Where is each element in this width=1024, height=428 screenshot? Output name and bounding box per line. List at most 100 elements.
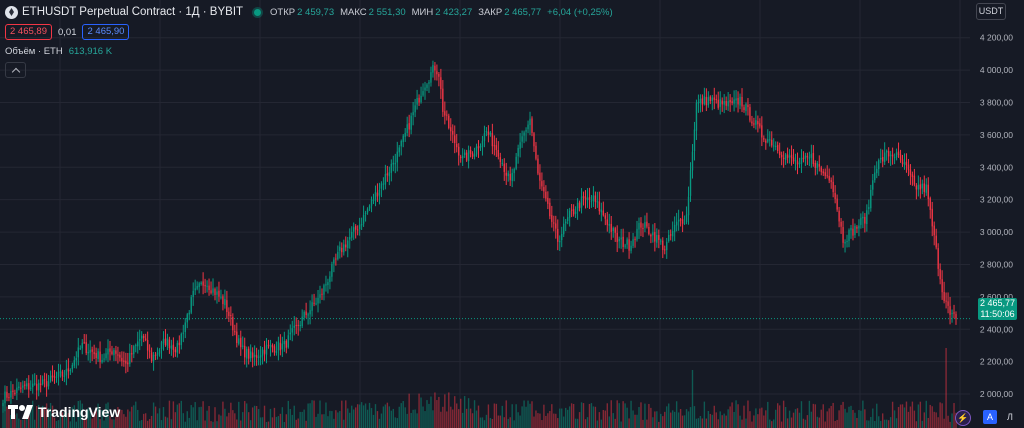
candle-body <box>10 390 12 398</box>
volume-bar <box>146 420 149 428</box>
candle-body <box>378 189 381 196</box>
volume-bar <box>105 403 107 428</box>
candle-body <box>683 222 686 224</box>
buy-price-button[interactable]: 2 465,90 <box>82 24 130 40</box>
volume-bar <box>836 419 838 428</box>
volume-bar <box>37 404 40 428</box>
candle-body <box>228 311 230 317</box>
volume-bar <box>287 400 289 428</box>
volume-bar <box>244 401 246 428</box>
flash-icon[interactable]: ⚡ <box>955 410 971 426</box>
volume-bar <box>51 405 54 428</box>
price-tick-label: 3 600,00 <box>980 130 1013 140</box>
volume-bar <box>818 417 820 428</box>
volume-bar <box>559 408 561 428</box>
volume-bar <box>301 411 303 428</box>
volume-bar <box>285 414 288 428</box>
volume-bar <box>509 417 511 428</box>
candle-body <box>293 325 295 328</box>
volume-bar <box>580 402 583 428</box>
volume-bar <box>190 405 192 428</box>
candle-body <box>247 348 250 359</box>
candle-body <box>725 100 727 106</box>
sell-price-button[interactable]: 2 465,89 <box>5 24 52 40</box>
volume-bar <box>378 418 381 428</box>
log-scale-button[interactable]: Л <box>1007 412 1013 422</box>
candle-body <box>61 371 64 377</box>
volume-bar <box>55 420 58 428</box>
volume-bar <box>349 412 351 428</box>
volume-bar <box>305 420 307 428</box>
volume-bar <box>481 417 484 428</box>
candle-body <box>79 348 81 350</box>
candle-body <box>903 162 906 165</box>
candle-body <box>410 115 412 130</box>
tradingview-logo[interactable]: TradingView <box>8 404 120 420</box>
candle-body <box>75 358 78 361</box>
volume-bar <box>16 413 18 428</box>
volume-bar <box>790 417 793 428</box>
volume-bar <box>868 420 870 428</box>
volume-bar <box>784 406 787 428</box>
volume-bar <box>384 404 387 428</box>
candle-body <box>759 123 761 127</box>
candle-body <box>436 71 438 75</box>
auto-scale-button[interactable]: A <box>983 410 997 424</box>
candle-body <box>705 97 708 106</box>
volume-bar <box>79 400 81 428</box>
ohlc-close-label: ЗАКР <box>478 6 503 18</box>
candle-body <box>660 240 662 242</box>
volume-bar <box>467 398 470 428</box>
candle-body <box>905 161 908 166</box>
candle-body <box>505 172 507 176</box>
candle-body <box>269 345 272 347</box>
volume-bar <box>866 420 868 428</box>
volume-bar <box>864 409 866 428</box>
candle-body <box>828 175 830 181</box>
price-tick-label: 3 200,00 <box>980 195 1013 205</box>
candle-body <box>650 234 652 237</box>
candle-body <box>727 101 729 107</box>
currency-selector[interactable]: USDT <box>976 3 1006 20</box>
candle-body <box>551 215 553 222</box>
volume-bar <box>206 410 208 428</box>
volume-bar <box>802 418 805 428</box>
candle-body <box>773 145 775 147</box>
collapse-legend-button[interactable] <box>5 62 26 78</box>
symbol-title[interactable]: ETHUSDT Perpetual Contract · 1Д · BYBIT <box>22 6 244 18</box>
volume-bar <box>267 421 270 428</box>
candle-body <box>178 342 181 346</box>
candle-body <box>259 355 262 358</box>
candle-body <box>592 195 595 201</box>
volume-bar <box>53 417 56 428</box>
volume-bar <box>598 412 601 428</box>
volume-bar <box>497 415 500 428</box>
candle-body <box>196 286 198 289</box>
volume-bar <box>174 412 177 428</box>
candle-body <box>81 342 83 349</box>
volume-legend[interactable]: Объём · ETH 613,916 K <box>5 46 112 57</box>
volume-bar <box>232 410 234 428</box>
candle-body <box>341 247 343 253</box>
candle-body <box>610 223 612 232</box>
volume-bar <box>402 401 404 428</box>
candle-body <box>953 312 955 314</box>
candle-body <box>707 97 710 106</box>
volume-bar <box>99 419 101 428</box>
candle-body <box>733 99 735 104</box>
volume-bar <box>382 406 385 428</box>
volume-bar <box>616 400 618 428</box>
volume-bar <box>523 400 525 428</box>
volume-bar <box>111 419 113 428</box>
candle-body <box>485 131 488 133</box>
volume-bar <box>511 404 513 428</box>
volume-bar <box>735 400 737 428</box>
volume-bar <box>14 414 16 428</box>
volume-bar <box>83 419 85 428</box>
candle-body <box>515 156 517 169</box>
candle-body <box>646 221 648 227</box>
tradingview-logo-text: TradingView <box>38 404 121 420</box>
candle-body <box>458 146 460 156</box>
candle-body <box>154 354 157 356</box>
